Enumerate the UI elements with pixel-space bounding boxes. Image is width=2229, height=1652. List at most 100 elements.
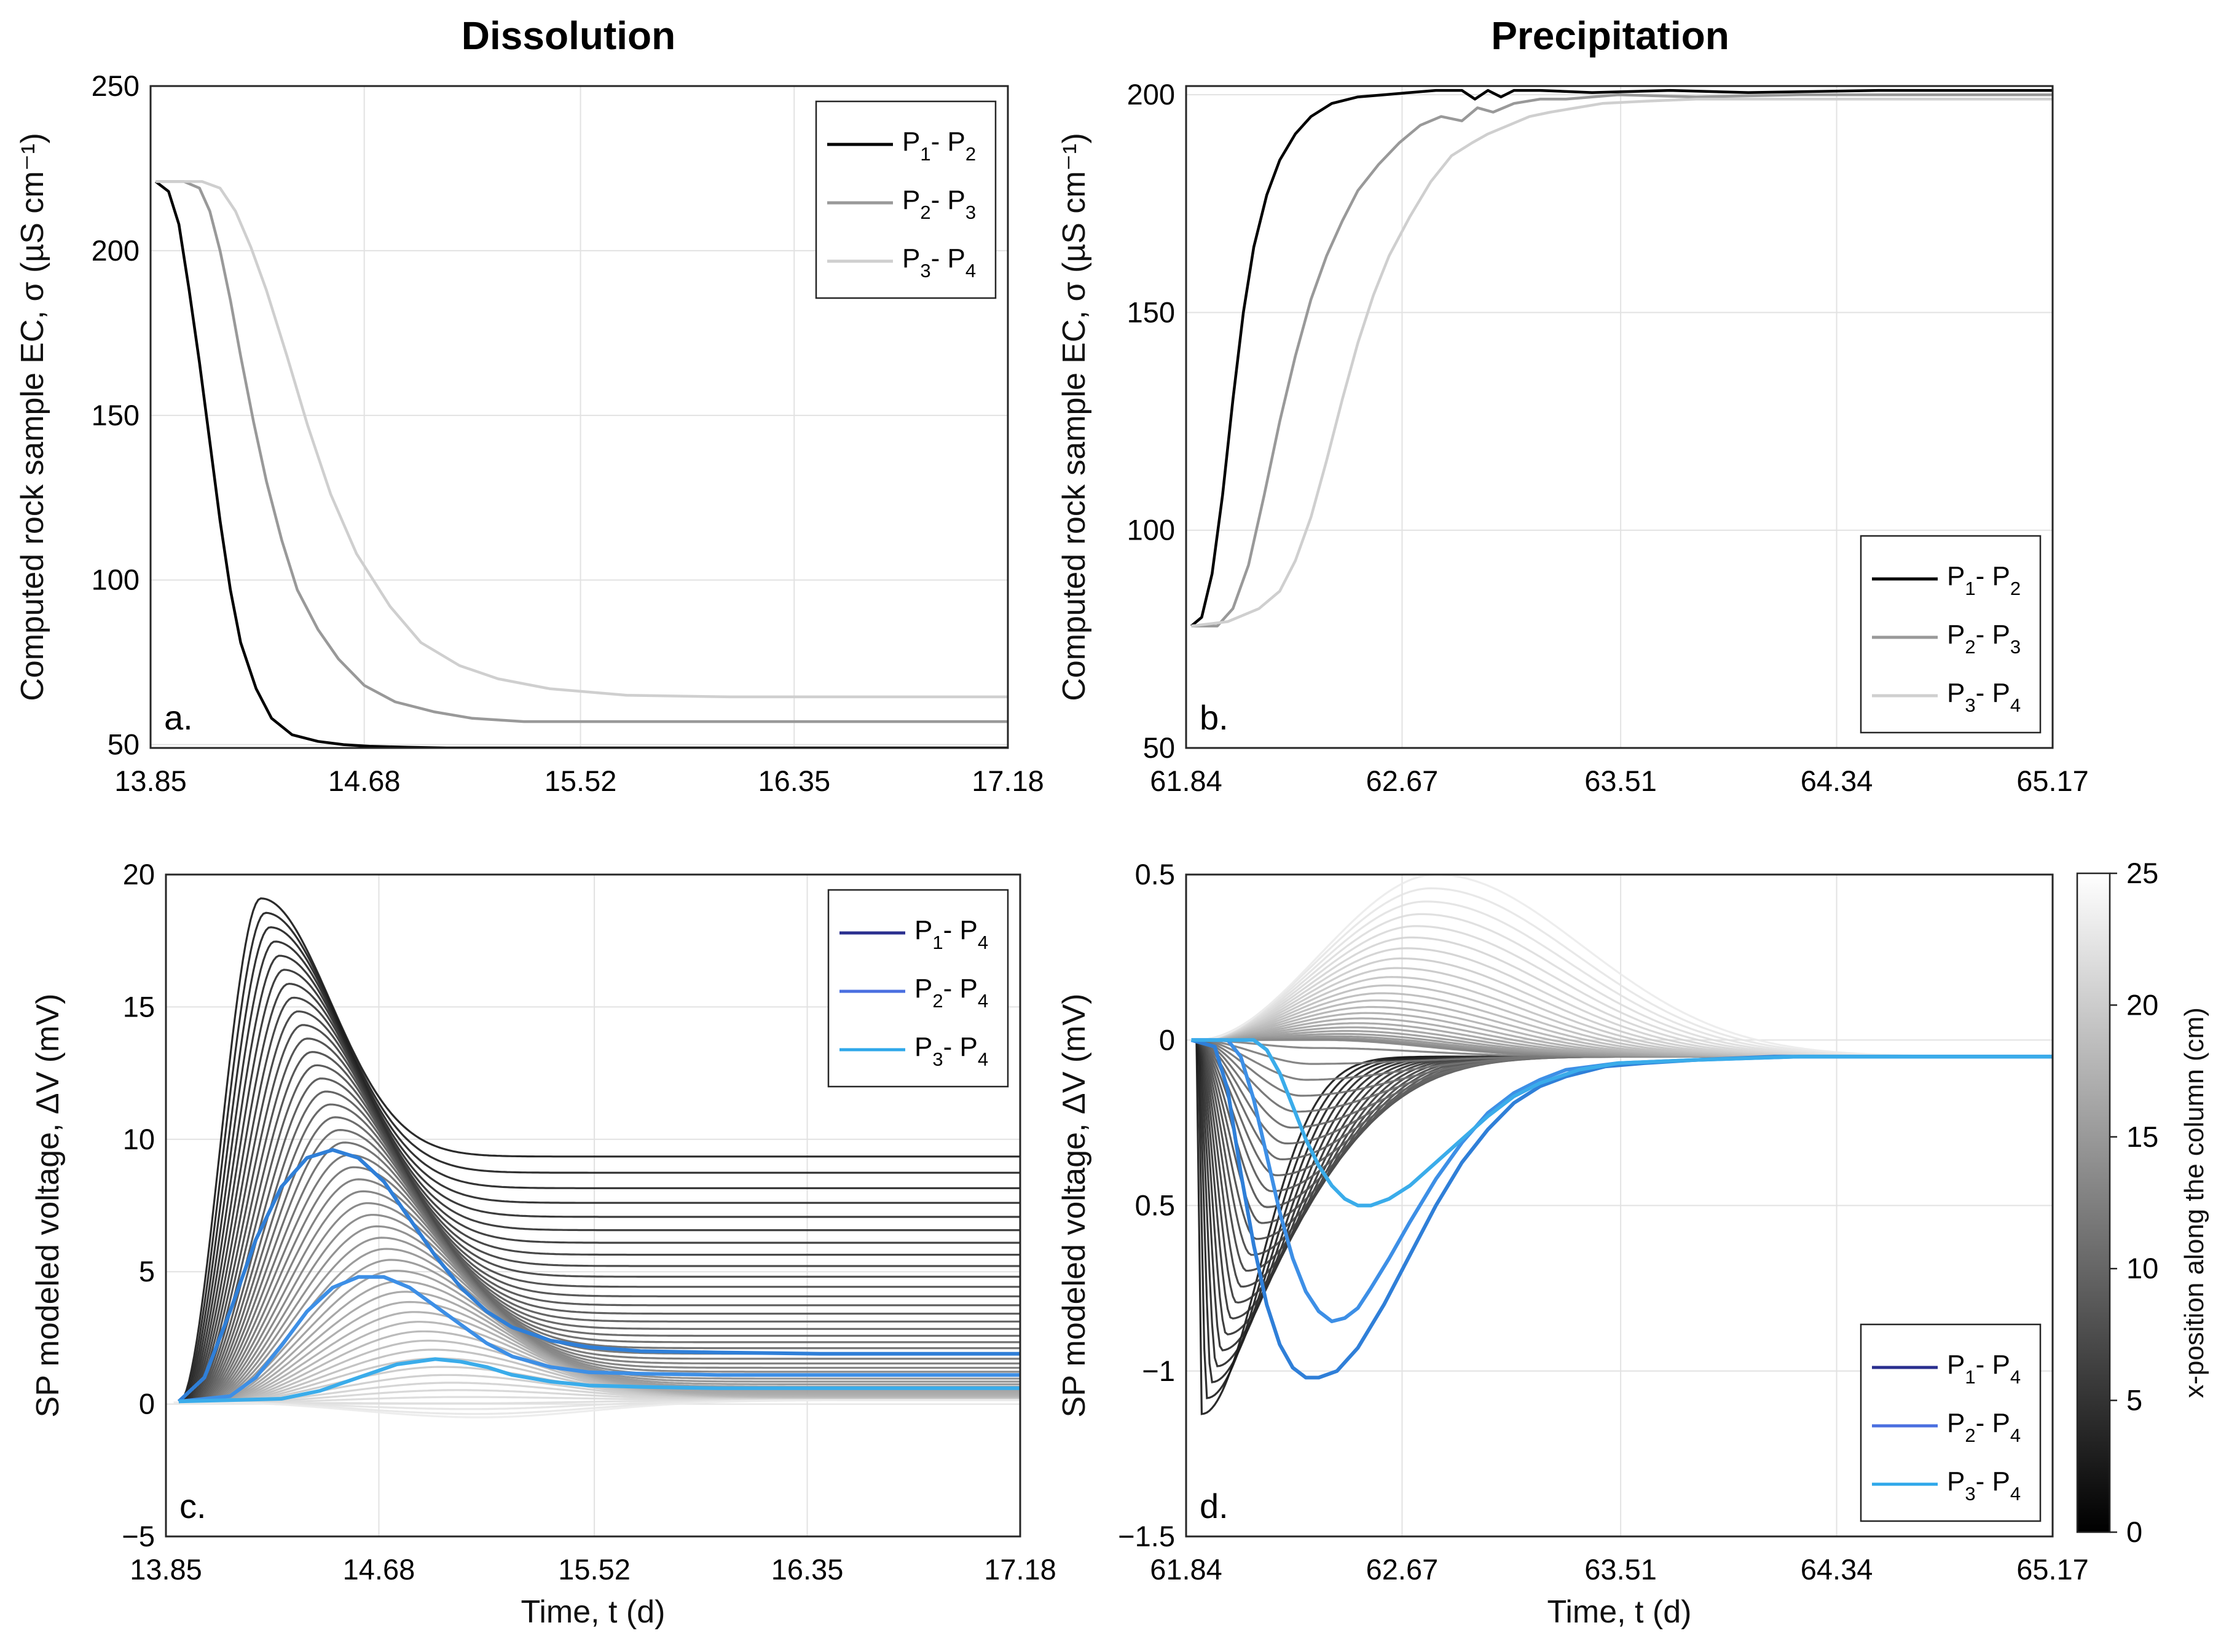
legend-entry-label: P1- P4 [1947, 1350, 2021, 1388]
y-tick-label: 15 [123, 990, 155, 1023]
y-tick-label: 0.5 [1135, 858, 1175, 891]
legend-entry-label: P3- P4 [914, 1032, 988, 1070]
legend-entry-label: P2- P4 [1947, 1408, 2021, 1446]
family-curve [173, 1010, 1020, 1404]
family-curve [173, 1037, 1020, 1404]
family-curve [173, 1311, 1020, 1404]
family-curve [173, 954, 1020, 1404]
family-curve [1191, 1039, 2053, 1288]
y-tick-label: 50 [108, 728, 140, 761]
y-axis-label: Computed rock sample EC, σ (µS cm⁻¹) [15, 133, 50, 701]
panel-label: d. [1200, 1487, 1229, 1525]
family-curve [1191, 1039, 2053, 1367]
series-line-p2-p4 [178, 1275, 1020, 1404]
plot-area [1190, 88, 2053, 627]
colorbar-gradient [2076, 872, 2111, 1533]
chart-panel-a: 13.85 14.68 15.52 16.35 17.18 50 100 150 200 250 a… [15, 69, 1044, 797]
colorbar-tick-label: 25 [2126, 857, 2158, 889]
y-tick-label: 200 [92, 234, 140, 267]
title-dissolution: Dissolution [462, 14, 675, 58]
family-curve [173, 1178, 1020, 1404]
y-tick-label: 20 [123, 858, 155, 891]
y-tick-label: 50 [1143, 731, 1175, 764]
family-curve [173, 1116, 1020, 1404]
legend-entry-label: P3- P4 [1947, 1466, 2021, 1504]
x-tick-label: 62.67 [1366, 765, 1439, 797]
y-axis-label: SP modeled voltage, ΔV (mV) [1056, 994, 1092, 1418]
y-tick-label: 0 [139, 1388, 155, 1420]
family-curve [173, 1190, 1020, 1404]
plot-area [1190, 875, 2053, 1415]
legend-entry-label: P1- P4 [914, 915, 988, 953]
plot-area [173, 897, 1020, 1418]
series-line-p2-p3 [1191, 93, 2053, 627]
legend-box [1860, 535, 2042, 734]
y-tick-label: 0 [1159, 1023, 1175, 1056]
y-axis-label: SP modeled voltage, ΔV (mV) [30, 994, 66, 1418]
family-curve [173, 1090, 1020, 1404]
x-tick-label: 64.34 [1801, 1553, 1873, 1586]
chart-panel-c: 13.85 14.68 15.52 16.35 17.18 −5 0 5 10 15 20 c. SP … [30, 858, 1056, 1630]
colorbar-tick-label: 0 [2126, 1516, 2142, 1548]
family-curve [1191, 1039, 2053, 1320]
y-tick-label: 100 [1127, 514, 1175, 546]
colorbar: 0 5 10 15 20 25 x-position along the column (… [2076, 857, 2209, 1548]
legend: P1- P2 P2- P3 P3- P4 [815, 100, 997, 299]
x-tick-label: 65.17 [2016, 765, 2089, 797]
x-tick-label: 15.52 [544, 765, 617, 797]
legend-entry-label: P2- P3 [902, 185, 976, 223]
family-curve [1191, 1039, 2053, 1224]
x-tick-label: 62.67 [1366, 1553, 1439, 1586]
legend-entry-label: P3- P4 [1947, 678, 2021, 716]
x-tick-label: 17.18 [984, 1553, 1056, 1586]
family-curve [173, 969, 1020, 1404]
family-curve [1191, 1039, 2053, 1240]
family-curve [173, 1103, 1020, 1404]
legend-entry-label: P1- P2 [902, 127, 976, 165]
family-curve [173, 911, 1020, 1404]
legend: P1- P4 P2- P4 P3- P4 [827, 889, 1009, 1088]
x-tick-label: 17.18 [972, 765, 1044, 797]
family-curve [173, 1051, 1020, 1404]
x-tick-label: 13.85 [130, 1553, 202, 1586]
y-tick-label: 200 [1127, 78, 1175, 111]
series-line-p3-p4 [1191, 98, 2053, 627]
legend-box [827, 889, 1009, 1088]
legend-entry-label: P1- P2 [1947, 561, 2021, 599]
legend-entry-label: P2- P4 [914, 974, 988, 1012]
y-tick-label: 250 [92, 69, 140, 102]
family-curve [173, 1128, 1020, 1404]
legend-entry-label: P2- P3 [1947, 620, 2021, 658]
family-curve [173, 1225, 1020, 1404]
series-line-p3-p4 [1191, 1038, 2053, 1208]
legend-box [1860, 1323, 2042, 1522]
axes-frame [1185, 873, 2054, 1538]
x-tick-label: 63.51 [1584, 1553, 1657, 1586]
family-curve [173, 1202, 1020, 1404]
x-tick-label: 14.68 [343, 1553, 415, 1586]
series-line-p2-p3 [155, 180, 1008, 723]
x-tick-label: 13.85 [114, 765, 187, 797]
family-curve [173, 926, 1020, 1404]
y-axis-label: Computed rock sample EC, σ (µS cm⁻¹) [1056, 133, 1092, 701]
axes-frame [165, 873, 1021, 1538]
axes-frame [1185, 85, 2054, 749]
x-tick-label: 61.84 [1150, 765, 1222, 797]
x-tick-label: 65.17 [2016, 1553, 2089, 1586]
chart-panel-d: 61.84 62.67 63.51 64.34 65.17 −1.5 −1 0.5 0 0.5 d.… [1056, 858, 2089, 1630]
panel-label: b. [1200, 698, 1229, 737]
colorbar-ticks: 0 5 10 15 20 25 [2110, 857, 2158, 1548]
family-curve [1191, 1039, 2053, 1272]
family-curve [173, 996, 1020, 1404]
y-tick-label: 10 [123, 1123, 155, 1155]
family-curve [1191, 1039, 2053, 1351]
legend: P1- P2 P2- P3 P3- P4 [1860, 535, 2042, 734]
family-curve [173, 1141, 1020, 1404]
family-curve [173, 897, 1020, 1404]
chart-panel-b: 61.84 62.67 63.51 64.34 65.17 50 100 150 200 b. Co… [1056, 78, 2089, 797]
panel-label: a. [164, 698, 193, 737]
family-curve [173, 1064, 1020, 1404]
colorbar-label: x-position along the column (cm) [2179, 1007, 2209, 1398]
series-line-p3-p4 [155, 180, 1008, 699]
